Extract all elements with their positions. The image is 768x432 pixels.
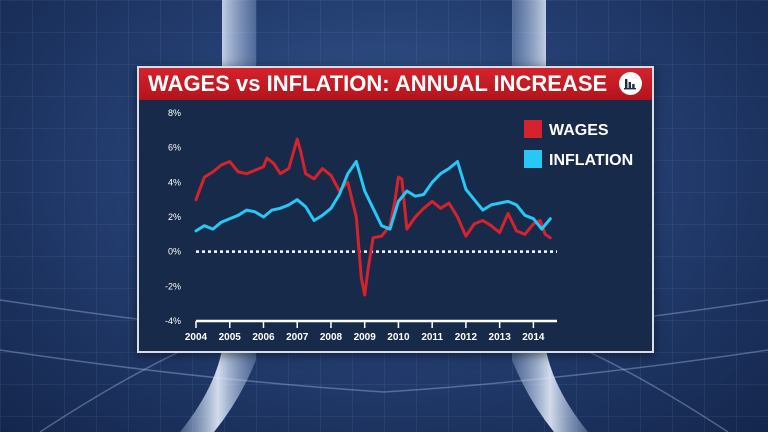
x-tick-label: 2005: [219, 332, 242, 343]
title-bar: WAGES vs INFLATION: ANNUAL INCREASE: [139, 68, 652, 100]
legend-label-wages: WAGES: [549, 122, 609, 139]
chart-title: WAGES vs INFLATION: ANNUAL INCREASE: [148, 71, 608, 96]
bar-chart-icon: [619, 72, 642, 95]
x-tick-label: 2007: [286, 332, 309, 343]
series-line-inflation: [194, 160, 552, 233]
y-tick-label: 2%: [168, 212, 181, 222]
x-tick-label: 2012: [455, 332, 478, 343]
y-axis: 8% 6% 4% 2% 0% -2% -4%: [165, 108, 181, 326]
legend: WAGES INFLATION: [524, 120, 633, 169]
y-tick-label: -2%: [165, 281, 181, 291]
x-tick-label: 2009: [354, 332, 377, 343]
line-chart: 8%6%4%2%0%-2%-4% 2004 2005 2006 2007 2008 200…: [165, 108, 633, 343]
chart-panel: WAGES vs INFLATION: ANNUAL INCREASE 8% 6%…: [137, 66, 654, 353]
x-tick-label: 2006: [252, 332, 275, 343]
x-tick-label: 2004: [185, 332, 208, 343]
y-tick-label: 4%: [168, 177, 181, 187]
x-tick-label: 2011: [421, 332, 443, 343]
series-layer: [194, 137, 552, 297]
legend-label-inflation: INFLATION: [549, 152, 633, 169]
x-tick-label: 2014: [522, 332, 545, 343]
series-line-wages: [194, 137, 552, 297]
x-axis: 2004 2005 2006 2007 2008 2009 2010 2011 2012 2013…: [185, 321, 545, 343]
x-tick-label: 2008: [320, 332, 343, 343]
y-tick-label: 8%: [168, 108, 181, 118]
legend-swatch-wages: [524, 120, 542, 138]
y-tick-label: -4%: [165, 316, 181, 326]
y-tick-label: 0%: [168, 247, 181, 257]
legend-swatch-inflation: [524, 150, 542, 168]
x-tick-label: 2010: [387, 332, 410, 343]
x-tick-label: 2013: [489, 332, 512, 343]
y-tick-label: 6%: [168, 143, 181, 153]
